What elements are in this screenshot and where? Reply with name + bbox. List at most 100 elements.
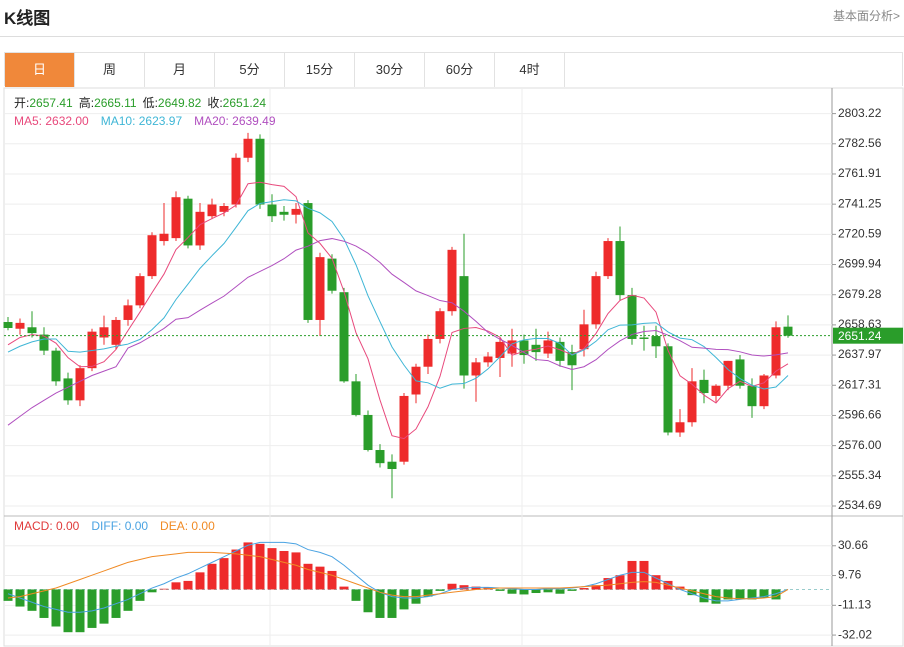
candle-body	[555, 341, 565, 361]
period-tab[interactable]: 4时	[495, 53, 565, 87]
candle-body	[543, 340, 553, 354]
period-tab[interactable]: 15分	[285, 53, 355, 87]
macd-bar	[303, 563, 313, 590]
macd-bar	[615, 575, 625, 590]
macd-bar	[699, 589, 709, 603]
candle-body	[171, 197, 181, 239]
candle-body	[663, 346, 673, 433]
macd-bar	[135, 589, 145, 601]
macd-bar	[123, 589, 133, 611]
macd-bar	[255, 543, 265, 590]
candle-body	[39, 334, 49, 351]
ma-line	[7, 238, 789, 426]
candle-body	[627, 295, 637, 339]
candle-body	[231, 157, 241, 205]
macd-bar	[591, 585, 601, 590]
macd-bar	[567, 589, 577, 591]
y-tick-label: 2658.63	[838, 317, 882, 331]
macd-bar	[87, 589, 97, 628]
candle-body	[711, 385, 721, 396]
macd-line	[7, 551, 789, 600]
candle-body	[747, 385, 757, 407]
y-tick-label: 2596.66	[838, 408, 882, 422]
ma-legend: MA5: 2632.00 MA10: 2623.97 MA20: 2639.49	[14, 114, 276, 128]
macd-bar	[363, 589, 373, 613]
info-value: 2657.41	[29, 96, 73, 110]
period-tab[interactable]: 60分	[425, 53, 495, 87]
y-tick-label: 2782.56	[838, 136, 882, 150]
period-tab[interactable]: 月	[145, 53, 215, 87]
candle-body	[603, 241, 613, 277]
candle-body	[399, 395, 409, 462]
period-tabs: 日周月 5分 15分 30分 60分 4时	[4, 52, 903, 87]
candle-body	[783, 326, 793, 336]
candle-body	[483, 356, 493, 363]
candle-body	[75, 368, 85, 401]
macd-bar	[447, 583, 457, 590]
macd-bar	[747, 589, 757, 600]
legend-entry: MA20: 2639.49	[194, 114, 276, 128]
macd-bar	[267, 548, 277, 590]
candle-body	[771, 327, 781, 376]
macd-bar	[459, 585, 469, 590]
y-tick-label: 2803.22	[838, 106, 882, 120]
candle-body	[15, 322, 25, 329]
candle-body	[279, 211, 289, 215]
info-value: 2649.82	[158, 96, 202, 110]
period-tab[interactable]: 5分	[215, 53, 285, 87]
candle-body	[183, 198, 193, 246]
y-tick-label: 2555.34	[838, 468, 882, 482]
candle-body	[27, 327, 37, 334]
macd-bar	[75, 589, 85, 633]
info-label: 开:	[14, 96, 29, 110]
legend-entry: DEA: 0.00	[160, 519, 215, 533]
last-price-tag	[833, 327, 903, 344]
chart-frame	[3, 87, 904, 647]
macd-bar	[771, 589, 781, 600]
analysis-link[interactable]: 基本面分析>	[832, 9, 900, 23]
candle-body	[303, 203, 313, 320]
candle-body	[99, 327, 109, 338]
candle-body	[579, 324, 589, 350]
candle-body	[723, 360, 733, 386]
macd-bar	[63, 589, 73, 633]
period-tab[interactable]: 周	[75, 53, 145, 87]
y-tick-label: 2576.00	[838, 438, 882, 452]
info-value: 2665.11	[94, 96, 137, 110]
candle-body	[267, 204, 277, 217]
candle-body	[495, 341, 505, 358]
macd-bar	[231, 549, 241, 590]
candle-body	[435, 311, 445, 339]
y-tick-label: 2534.69	[838, 498, 882, 512]
macd-bar	[519, 589, 529, 595]
ohlc-info: 开:2657.41 高:2665.11 低:2649.82 收:2651.24	[14, 95, 266, 110]
macd-bar	[39, 589, 49, 618]
macd-bar	[387, 589, 397, 618]
macd-bar	[639, 560, 649, 590]
period-tab[interactable]: 日	[5, 53, 75, 87]
candle-body	[315, 257, 325, 320]
candle-body	[651, 336, 661, 347]
candle-body	[123, 305, 133, 320]
macd-bar	[579, 588, 589, 590]
candle-body	[195, 211, 205, 246]
macd-bar	[375, 589, 385, 618]
candle-body	[507, 340, 517, 354]
y-tick-label: 9.76	[838, 568, 862, 582]
candle-body	[207, 204, 217, 217]
macd-bar	[531, 589, 541, 594]
candle-body	[591, 276, 601, 325]
candle-body	[291, 208, 301, 215]
candle-body	[519, 340, 529, 356]
macd-bar	[555, 589, 565, 594]
macd-bar	[171, 582, 181, 590]
macd-bar	[327, 570, 337, 590]
macd-bar	[315, 566, 325, 590]
y-tick-label: 2741.25	[838, 196, 882, 210]
legend-entry: MA10: 2623.97	[101, 114, 183, 128]
candle-body	[135, 276, 145, 306]
candle-body	[3, 322, 13, 329]
macd-bar	[603, 578, 613, 590]
period-tab[interactable]: 30分	[355, 53, 425, 87]
